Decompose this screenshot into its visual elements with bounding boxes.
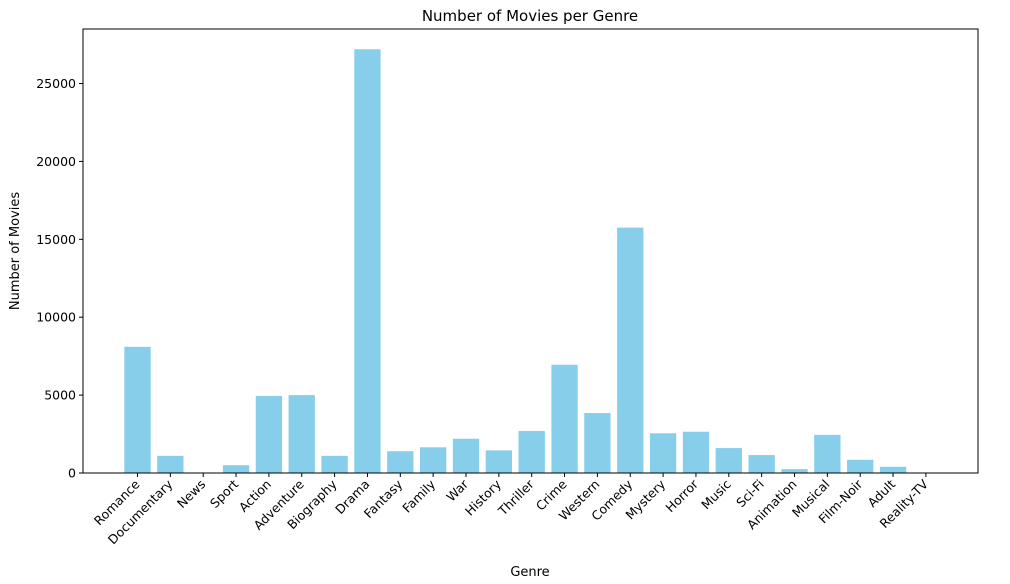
x-tick-label: News	[174, 477, 208, 511]
y-tick-label: 20000	[36, 154, 76, 169]
bar-biography	[321, 455, 348, 473]
plot-frame	[82, 28, 979, 474]
bar-adventure	[288, 395, 315, 473]
bar-film-noir	[847, 459, 874, 473]
x-tick-label: Thriller	[494, 476, 537, 519]
bar-war	[452, 438, 480, 473]
y-tick-label: 25000	[36, 76, 76, 91]
x-axis-ticks: RomanceDocumentaryNewsSportActionAdventu…	[91, 473, 931, 547]
bar-adult	[879, 466, 907, 473]
bar-musical	[814, 434, 841, 473]
bar-sport	[222, 465, 250, 473]
bar-mystery	[649, 433, 677, 473]
x-tick-label: Music	[698, 476, 734, 512]
bar-documentary	[157, 455, 184, 473]
x-tick-label: War	[443, 476, 471, 504]
y-tick-label: 15000	[36, 232, 76, 247]
x-tick-label: History	[462, 476, 504, 518]
bar-action	[255, 395, 283, 473]
bar-thriller	[518, 430, 545, 473]
bar-family	[420, 447, 447, 473]
bar-drama	[354, 49, 381, 474]
bar-history	[485, 450, 512, 473]
x-tick-label: Family	[399, 476, 438, 515]
bar-music	[715, 448, 742, 473]
bar-romance	[124, 346, 151, 473]
y-tick-label: 10000	[36, 310, 76, 325]
bar-fantasy	[387, 451, 414, 473]
x-axis-title: Genre	[510, 565, 549, 580]
bar-western	[584, 413, 611, 473]
y-tick-label: 0	[68, 466, 76, 481]
bars-group	[124, 49, 940, 474]
bar-comedy	[617, 227, 644, 473]
y-tick-label: 5000	[44, 388, 76, 403]
bar-sci-fi	[748, 455, 775, 473]
bar-crime	[551, 364, 578, 473]
bar-horror	[682, 431, 710, 473]
y-axis-title: Number of Movies	[8, 192, 23, 310]
y-axis-ticks: 0 5000 10000 15000 20000 25000	[36, 76, 83, 481]
bar-animation	[781, 469, 808, 473]
chart-title: Number of Movies per Genre	[422, 7, 638, 25]
x-tick-label: Horror	[662, 476, 701, 515]
